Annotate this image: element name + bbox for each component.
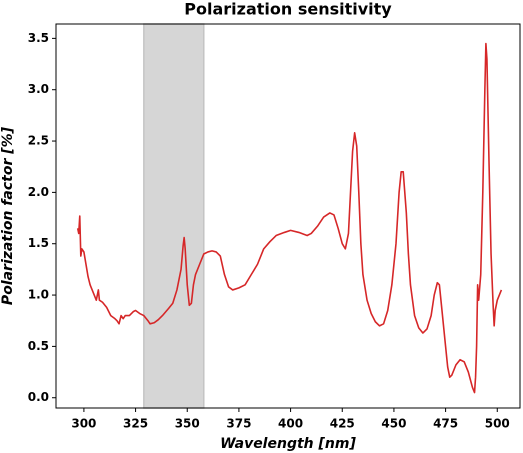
y-tick-label: 1.5 (28, 236, 49, 250)
y-tick-label: 0.0 (28, 390, 49, 404)
highlight-span (143, 23, 205, 409)
y-tick-label: 2.5 (28, 134, 49, 148)
x-tick-label: 375 (226, 417, 251, 431)
x-tick-label: 425 (330, 417, 355, 431)
x-tick-label: 475 (433, 417, 458, 431)
y-tick-label: 1.0 (28, 288, 49, 302)
x-tick-label: 400 (278, 417, 303, 431)
y-tick-label: 0.5 (28, 339, 49, 353)
x-tick-label: 325 (123, 417, 148, 431)
y-axis-label: Polarization factor [%] (0, 126, 16, 305)
x-tick-label: 500 (485, 417, 510, 431)
axes-frame (55, 23, 521, 409)
x-tick-label: 300 (71, 417, 96, 431)
x-tick-label: 450 (381, 417, 406, 431)
chart-title: Polarization sensitivity (184, 0, 392, 19)
y-tick-label: 2.0 (28, 185, 49, 199)
y-tick-label: 3.5 (28, 31, 49, 45)
y-tick-label: 3.0 (28, 82, 49, 96)
x-axis-label: Wavelength [nm] (220, 436, 356, 452)
x-tick-label: 350 (175, 417, 200, 431)
data-line (76, 42, 503, 394)
